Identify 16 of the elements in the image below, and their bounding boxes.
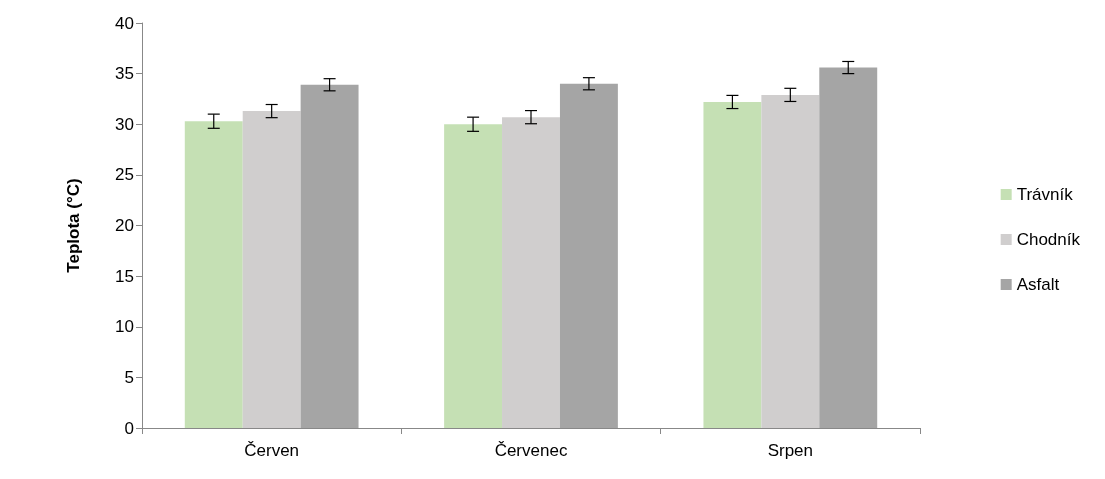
x-tick-label: Červenec bbox=[494, 441, 568, 460]
legend-label: Asfalt bbox=[1016, 275, 1060, 294]
y-tick-label: 40 bbox=[115, 13, 134, 33]
y-tick-label: 25 bbox=[115, 165, 134, 185]
legend-label: Trávník bbox=[1016, 185, 1074, 204]
y-tick-label: 0 bbox=[124, 418, 134, 438]
y-axis-title: Teplota (°C) bbox=[64, 178, 83, 273]
y-tick-label: 15 bbox=[115, 266, 134, 286]
legend-label: Chodník bbox=[1016, 230, 1081, 249]
x-tick-label: Srpen bbox=[767, 441, 814, 460]
x-tick-label: Červen bbox=[244, 441, 300, 460]
y-tick-label: 30 bbox=[115, 114, 134, 134]
y-tick-label: 20 bbox=[115, 216, 134, 235]
y-tick-label: 5 bbox=[124, 367, 134, 387]
y-tick-label: 10 bbox=[115, 317, 134, 337]
y-tick-label: 35 bbox=[115, 64, 134, 84]
